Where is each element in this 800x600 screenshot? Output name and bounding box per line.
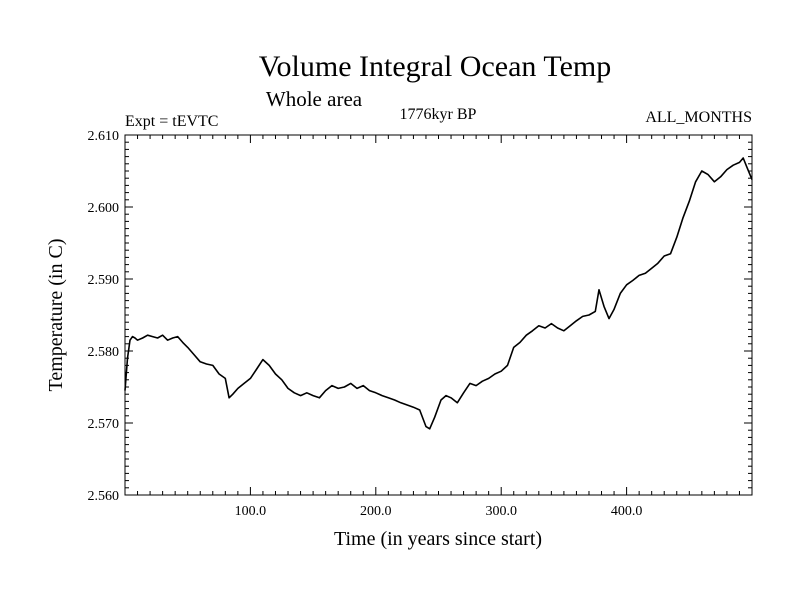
y-tick-label: 2.600 <box>88 201 120 216</box>
time-period-label: 1776kyr BP <box>400 106 477 123</box>
y-tick-label: 2.610 <box>88 129 120 144</box>
y-axis-label: Temperature (in C) <box>45 239 67 392</box>
y-tick-label: 2.560 <box>88 489 120 504</box>
y-tick-label: 2.590 <box>88 273 120 288</box>
y-tick-label: 2.580 <box>88 345 120 360</box>
x-axis-label: Time (in years since start) <box>334 528 542 550</box>
plot-area: 2.560 2.570 2.580 2.590 2.600 2.610 100.0 200.0… <box>88 129 753 519</box>
series-line <box>124 157 753 430</box>
x-tick-label: 400.0 <box>611 504 643 519</box>
experiment-label: Expt = tEVTC <box>125 113 218 130</box>
x-tick-label: 300.0 <box>485 504 517 519</box>
chart-title: Volume Integral Ocean Temp <box>259 50 612 83</box>
months-label: ALL_MONTHS <box>645 109 752 126</box>
chart-subtitle: Whole area <box>266 87 363 111</box>
x-tick-label: 200.0 <box>360 504 392 519</box>
x-tick-label: 100.0 <box>235 504 267 519</box>
y-tick-label: 2.570 <box>88 417 120 432</box>
